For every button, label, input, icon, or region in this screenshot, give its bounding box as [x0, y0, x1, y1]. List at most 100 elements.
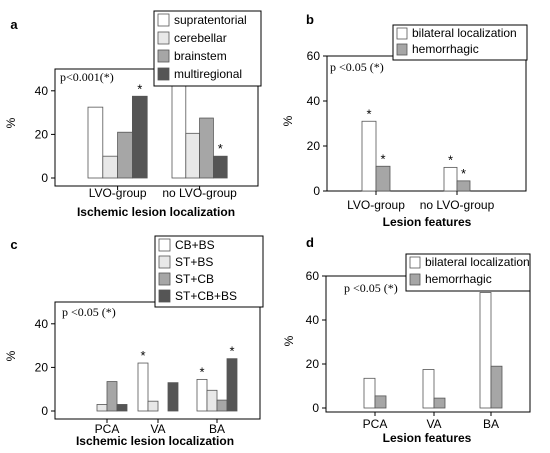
- significance-star: *: [229, 344, 234, 359]
- bar-c-1-3: [167, 382, 179, 412]
- y-axis-label: %: [282, 335, 296, 346]
- significance-star: *: [366, 106, 371, 121]
- x-category-label: PCA: [95, 422, 120, 436]
- x-category-label: VA: [150, 422, 165, 436]
- legend-box: [392, 24, 528, 61]
- bar-a-0-2: [117, 131, 133, 179]
- bar-c-2-0: [196, 378, 208, 412]
- x-category-label: LVO-group: [89, 186, 147, 200]
- legend-swatch: [158, 238, 171, 252]
- y-tick-label: 0: [41, 404, 48, 418]
- y-tick-label: 20: [307, 139, 321, 153]
- y-tick-label: 0: [313, 184, 320, 198]
- x-axis-label: Lesion features: [383, 431, 472, 445]
- legend: supratentorial cerebellar brainstem multire…: [153, 10, 262, 87]
- legend-swatch: [409, 256, 421, 269]
- significance-star: *: [218, 141, 223, 156]
- bar-d-2-0: [479, 292, 492, 409]
- legend: bilateral localization hemorrhagic: [405, 253, 531, 292]
- legend-entry: multiregional: [174, 67, 242, 81]
- legend-box: [154, 235, 264, 308]
- bar-b-1-0: [443, 166, 458, 192]
- legend-box: [405, 253, 531, 292]
- legend-swatch: [409, 273, 421, 286]
- y-tick-label: 20: [35, 360, 49, 374]
- y-axis-label: %: [4, 117, 18, 128]
- legend-entry: hemorrhagic: [425, 272, 492, 286]
- bar-a-0-0: [87, 106, 104, 179]
- x-axis-label: Lesion features: [383, 215, 472, 229]
- panel-letter: c: [10, 237, 17, 252]
- chart-panel-a: a 0 20 40% p<0.001(*) * LVO-group * no LVO-group…: [4, 10, 262, 219]
- x-category-label: BA: [209, 422, 225, 436]
- chart-panel-b: b 0 20 40 60% p <0.05 (*) * * LVO-group * * no LVO-…: [281, 12, 528, 229]
- legend-entry: cerebellar: [174, 31, 227, 45]
- bar-a-1-1: [185, 132, 201, 179]
- legend-swatch: [396, 27, 408, 40]
- bar-a-0-1: [102, 155, 119, 179]
- bar-a-1-0: [171, 83, 187, 179]
- legend-entry: brainstem: [174, 49, 227, 63]
- legend-swatch: [157, 31, 170, 45]
- significance-star: *: [380, 151, 385, 166]
- bar-c-2-2: [216, 399, 228, 412]
- bar-a-1-3: [212, 155, 228, 179]
- legend-swatch: [157, 67, 170, 81]
- bar-c-1-0: [137, 362, 149, 412]
- legend-swatch: [158, 255, 171, 269]
- x-axis-label: Ischemic lesion localization: [77, 205, 235, 219]
- legend-entry: ST+CB: [175, 272, 214, 286]
- x-category-label: VA: [426, 417, 441, 431]
- legend-swatch: [157, 49, 170, 63]
- significance-star: *: [140, 348, 145, 363]
- y-tick-label: 0: [312, 401, 319, 415]
- legend-swatch: [157, 13, 170, 27]
- legend: bilateral localization hemorrhagic: [392, 24, 528, 61]
- y-tick-label: 60: [307, 49, 321, 63]
- x-axis-label: Ischemic lesion localization: [76, 434, 234, 448]
- significance-star: *: [137, 81, 142, 96]
- y-tick-label: 40: [35, 84, 49, 98]
- bar-d-0-1: [374, 395, 387, 409]
- legend-entry: ST+CB+BS: [175, 289, 237, 303]
- bar-b-0-1: [375, 165, 391, 192]
- bar-c-0-1: [96, 404, 108, 412]
- x-category-label: LVO-group: [347, 198, 405, 212]
- plot-frame: [326, 55, 527, 192]
- bar-b-1-1: [456, 180, 471, 192]
- bar-c-2-3: [226, 358, 238, 412]
- y-tick-label: 0: [41, 171, 48, 185]
- bar-c-2-1: [206, 389, 218, 412]
- bar-c-0-3: [116, 404, 128, 412]
- y-tick-label: 40: [306, 313, 320, 327]
- y-tick-label: 60: [306, 269, 320, 283]
- bar-a-1-2: [199, 117, 214, 179]
- y-axis-label: %: [281, 115, 295, 126]
- bar-d-1-1: [433, 397, 446, 409]
- bar-c-0-2: [106, 381, 118, 412]
- legend-swatch: [158, 289, 171, 303]
- x-category-label: no LVO-group: [420, 198, 495, 212]
- significance-star: *: [448, 152, 453, 167]
- y-tick-label: 20: [306, 357, 320, 371]
- legend-swatch: [396, 43, 408, 56]
- panel-letter: a: [10, 17, 18, 32]
- significance-star: *: [199, 364, 204, 379]
- bar-d-0-0: [363, 377, 376, 409]
- significance-star: *: [461, 166, 466, 181]
- significance-annotation: p <0.05 (*): [344, 281, 398, 295]
- legend-entry: hemorrhagic: [412, 42, 479, 56]
- x-category-label: BA: [483, 417, 499, 431]
- significance-annotation: p<0.001(*): [60, 70, 114, 84]
- y-tick-label: 20: [35, 127, 49, 141]
- y-tick-label: 40: [307, 94, 321, 108]
- y-axis-label: %: [4, 350, 18, 361]
- legend-entry: bilateral localization: [412, 26, 517, 40]
- legend-entry: bilateral localization: [425, 255, 530, 269]
- legend: CB+BS ST+BS ST+CB ST+CB+BS: [154, 235, 264, 308]
- legend-entry: ST+BS: [175, 255, 213, 269]
- legend-entry: CB+BS: [175, 238, 215, 252]
